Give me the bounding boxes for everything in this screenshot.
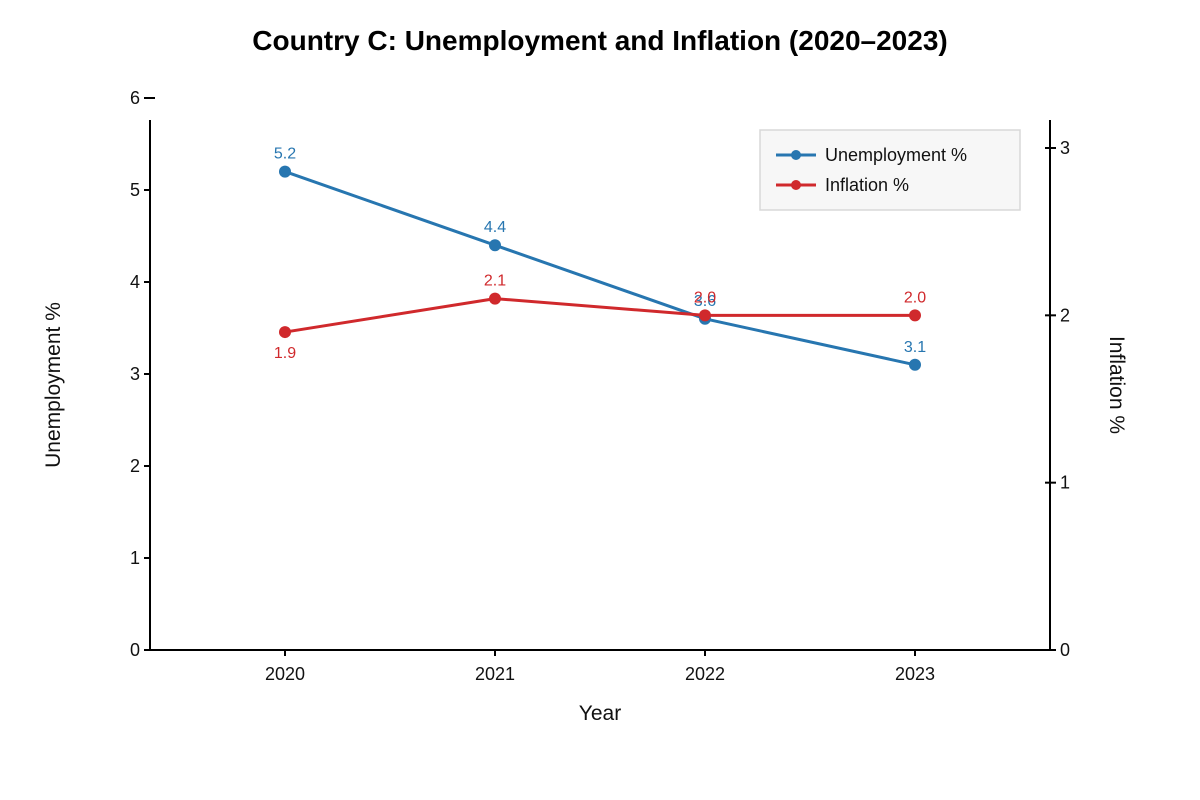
data-label-inflation: 1.9 — [274, 345, 296, 362]
x-tick-label: 2020 — [265, 664, 305, 684]
x-axis-label: Year — [579, 702, 621, 725]
data-label-unemployment: 3.6 — [694, 293, 716, 310]
legend-label-inflation: Inflation % — [825, 175, 909, 195]
y-tick-label-right: 1 — [1060, 473, 1070, 493]
legend: Unemployment % Inflation % — [759, 129, 1021, 211]
data-label-unemployment: 3.1 — [904, 339, 926, 356]
series-layer — [279, 165, 921, 371]
series-line-inflation — [284, 297, 915, 334]
data-point-unemployment — [909, 358, 921, 371]
data-labels: 5.2 4.4 3.6 3.1 1.9 2.1 2.0 2.0 — [274, 146, 926, 362]
y-tick-label-left: 1 — [130, 548, 140, 568]
data-point-inflation — [699, 309, 711, 322]
y-tick-label-left: 5 — [130, 180, 140, 200]
y-tick-label-left: 4 — [130, 272, 140, 292]
legend-marker-inflation — [791, 180, 801, 190]
chart-title: Country C: Unemployment and Inflation (2… — [252, 25, 947, 56]
data-point-unemployment — [489, 239, 501, 252]
data-point-inflation — [489, 292, 501, 305]
legend-marker-unemployment — [791, 150, 801, 160]
y-tick-label-left: 6 — [130, 88, 140, 108]
y-axis-label-right: Inflation % — [1105, 336, 1128, 434]
y-tick-label-left: 0 — [130, 640, 140, 660]
y-tick-label-right: 0 — [1060, 640, 1070, 660]
series-line-unemployment — [284, 170, 916, 367]
axes: 0 1 2 3 4 5 6 0 1 2 3 2020 2021 2022 2023 — [130, 88, 1070, 684]
data-label-unemployment: 4.4 — [484, 219, 506, 236]
legend-box — [759, 129, 1021, 211]
data-point-inflation — [279, 326, 291, 339]
data-label-inflation: 2.0 — [904, 289, 926, 306]
x-tick-label: 2021 — [475, 664, 515, 684]
x-tick-label: 2023 — [895, 664, 935, 684]
y-tick-label-right: 2 — [1060, 305, 1070, 325]
y-tick-label-left: 3 — [130, 364, 140, 384]
x-tick-label: 2022 — [685, 664, 725, 684]
data-label-inflation: 2.1 — [484, 273, 506, 290]
y-tick-label-left: 2 — [130, 456, 140, 476]
legend-label-unemployment: Unemployment % — [825, 145, 967, 165]
y-tick-label-right: 3 — [1060, 138, 1070, 158]
data-point-inflation — [909, 309, 921, 322]
data-label-inflation: 2.0 — [694, 289, 716, 306]
y-axis-label-left: Unemployment % — [42, 302, 65, 468]
data-point-unemployment — [279, 165, 291, 178]
data-label-unemployment: 5.2 — [274, 146, 296, 163]
